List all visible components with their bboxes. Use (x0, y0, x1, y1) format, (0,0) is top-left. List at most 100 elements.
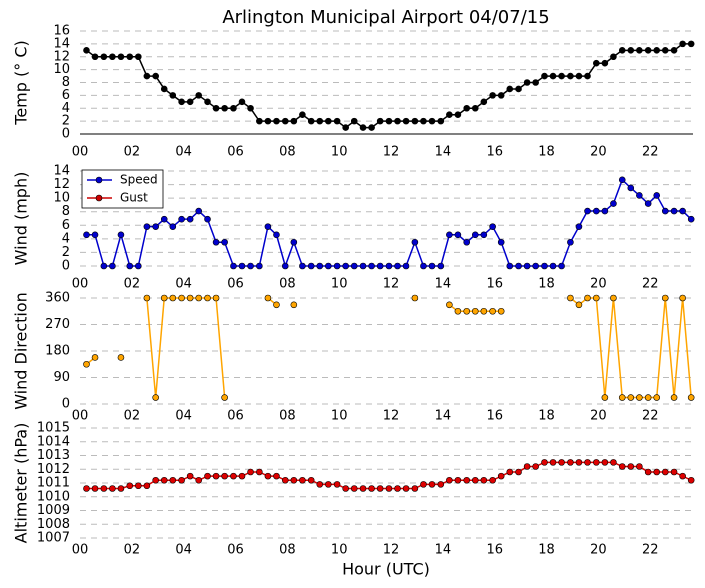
x-tick-label: 04 (175, 409, 192, 424)
data-point (411, 117, 419, 125)
data-point (593, 459, 600, 466)
data-point (437, 117, 445, 125)
legend-marker (95, 194, 103, 202)
chart-title: Arlington Municipal Airport 04/07/15 (222, 7, 549, 28)
data-point (575, 301, 583, 309)
data-point (204, 98, 211, 106)
data-point (316, 117, 324, 125)
data-point (618, 176, 626, 184)
data-point (333, 117, 341, 125)
data-point (376, 262, 384, 270)
data-point (644, 468, 652, 476)
data-point (117, 354, 125, 361)
data-point (169, 223, 177, 230)
data-point (661, 47, 669, 54)
data-point (627, 394, 635, 401)
x-tick-label: 02 (124, 543, 141, 558)
data-point (350, 262, 358, 270)
data-point (264, 294, 272, 302)
data-point (420, 481, 427, 488)
data-point (471, 231, 479, 239)
data-point (160, 476, 168, 484)
data-point (593, 59, 600, 67)
data-point (489, 92, 496, 99)
data-point (497, 307, 505, 315)
data-point (480, 476, 488, 484)
data-point (567, 238, 574, 246)
data-point (178, 215, 185, 223)
data-point (160, 294, 168, 302)
data-point (610, 200, 617, 207)
data-point (454, 476, 462, 484)
data-point (212, 238, 220, 246)
x-tick-label: 06 (227, 543, 244, 558)
data-point (411, 294, 419, 302)
data-point (463, 476, 471, 484)
data-point (91, 485, 99, 492)
data-point (636, 192, 643, 199)
data-point (126, 262, 134, 270)
x-tick-label: 00 (72, 543, 89, 558)
data-point (273, 472, 280, 480)
data-point (567, 72, 574, 80)
data-point (281, 117, 289, 125)
data-point (83, 47, 90, 54)
data-point (368, 124, 375, 131)
data-point (212, 294, 220, 302)
series-line (146, 297, 226, 398)
y-tick-label: 10 (53, 62, 70, 77)
data-point (601, 207, 609, 215)
data-point (446, 476, 453, 484)
data-point (437, 481, 445, 488)
data-point (471, 476, 479, 484)
x-tick-label: 18 (538, 145, 555, 160)
data-point (109, 262, 116, 270)
data-point (480, 307, 488, 315)
data-point (368, 262, 375, 270)
data-point (523, 79, 531, 86)
data-point (618, 47, 626, 54)
y-tick-label: 1012 (37, 462, 70, 477)
x-tick-label: 20 (590, 543, 607, 558)
y-axis-label: Altimeter (hPa) (12, 423, 31, 544)
data-point (376, 117, 384, 125)
data-point (411, 485, 419, 492)
data-point (653, 192, 661, 199)
data-point (454, 231, 462, 239)
data-point (575, 223, 583, 230)
data-point (679, 294, 686, 302)
data-point (342, 262, 349, 270)
x-tick-label: 20 (590, 145, 607, 160)
data-point (506, 262, 514, 270)
x-tick-label: 08 (279, 543, 296, 558)
data-point (83, 231, 90, 239)
y-tick-label: 8 (62, 204, 70, 219)
data-point (152, 476, 159, 484)
data-point (497, 472, 505, 480)
data-point (454, 111, 462, 118)
y-tick-label: 14 (53, 36, 70, 51)
data-point (584, 294, 591, 302)
data-point (670, 394, 678, 401)
data-point (567, 459, 574, 466)
data-point (264, 223, 272, 230)
data-point (359, 485, 367, 492)
data-point (454, 307, 462, 315)
y-tick-label: 90 (53, 370, 70, 385)
data-point (152, 72, 159, 80)
data-point (549, 459, 557, 466)
x-tick-label: 14 (435, 409, 452, 424)
x-tick-label: 00 (72, 277, 89, 292)
x-tick-label: 16 (486, 543, 503, 558)
data-point (653, 468, 661, 476)
x-tick-label: 18 (538, 409, 555, 424)
data-point (687, 215, 695, 223)
data-point (385, 262, 393, 270)
data-point (290, 476, 298, 484)
data-point (584, 459, 591, 466)
y-tick-label: 180 (45, 344, 70, 359)
data-point (307, 262, 315, 270)
data-point (221, 472, 228, 480)
data-point (463, 104, 471, 112)
